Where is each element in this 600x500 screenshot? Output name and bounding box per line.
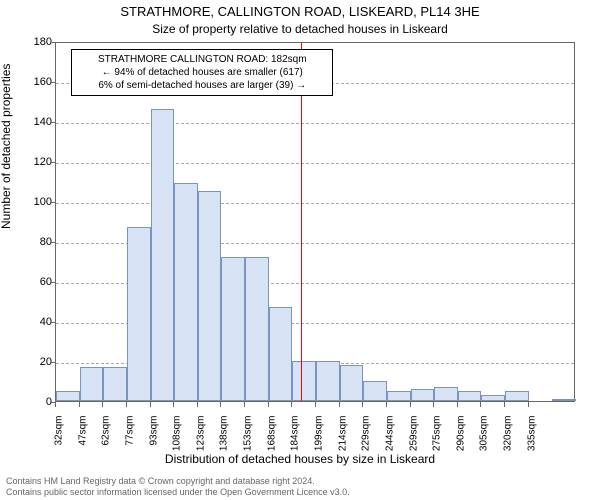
x-tick-label: 184sqm [290, 416, 301, 476]
x-tick-mark [339, 402, 340, 407]
y-tick-label: 80 [12, 236, 52, 248]
y-tick-label: 60 [12, 276, 52, 288]
histogram-bar [245, 257, 269, 401]
histogram-bar [505, 391, 529, 401]
x-tick-label: 108sqm [172, 416, 183, 476]
histogram-bar [80, 367, 104, 401]
chart-title-sub: Size of property relative to detached ho… [0, 22, 600, 36]
footer-line-1: Contains HM Land Registry data © Crown c… [6, 476, 350, 487]
x-tick-label: 275sqm [432, 416, 443, 476]
histogram-bar [481, 395, 505, 401]
marker-line [301, 43, 302, 401]
gridline-h [56, 163, 574, 164]
histogram-bar [458, 391, 482, 401]
histogram-bar [103, 367, 127, 401]
histogram-bar [552, 399, 576, 401]
histogram-bar [434, 387, 458, 401]
x-tick-label: 32sqm [54, 416, 65, 476]
x-tick-mark [79, 402, 80, 407]
x-tick-mark [386, 402, 387, 407]
y-tick-label: 180 [12, 36, 52, 48]
x-tick-mark [528, 402, 529, 407]
x-tick-mark [220, 402, 221, 407]
footer-line-2: Contains public sector information licen… [6, 487, 350, 498]
x-tick-label: 244sqm [384, 416, 395, 476]
histogram-bar [221, 257, 245, 401]
histogram-bar [411, 389, 435, 401]
y-tick-label: 120 [12, 156, 52, 168]
x-tick-mark [480, 402, 481, 407]
x-tick-mark [504, 402, 505, 407]
histogram-bar [151, 109, 175, 401]
gridline-h [56, 123, 574, 124]
x-tick-mark [268, 402, 269, 407]
histogram-bar [127, 227, 151, 401]
histogram-bar [316, 361, 340, 401]
x-tick-label: 138sqm [219, 416, 230, 476]
x-tick-mark [410, 402, 411, 407]
annotation-line-1: STRATHMORE CALLINGTON ROAD: 182sqm [78, 53, 326, 66]
x-tick-mark [150, 402, 151, 407]
x-tick-mark [457, 402, 458, 407]
x-tick-mark [362, 402, 363, 407]
histogram-bar [340, 365, 364, 401]
x-tick-label: 168sqm [266, 416, 277, 476]
x-tick-label: 229sqm [361, 416, 372, 476]
histogram-bar [292, 361, 316, 401]
histogram-bar [363, 381, 387, 401]
x-tick-label: 335sqm [526, 416, 537, 476]
y-tick-label: 20 [12, 356, 52, 368]
x-tick-mark [126, 402, 127, 407]
chart-container: STRATHMORE, CALLINGTON ROAD, LISKEARD, P… [0, 0, 600, 500]
x-tick-label: 62sqm [101, 416, 112, 476]
x-tick-label: 290sqm [455, 416, 466, 476]
histogram-bar [174, 183, 198, 401]
plot-area: STRATHMORE CALLINGTON ROAD: 182sqm ← 94%… [55, 42, 575, 402]
x-tick-label: 320sqm [503, 416, 514, 476]
x-tick-label: 93sqm [148, 416, 159, 476]
x-tick-mark [433, 402, 434, 407]
x-axis-label: Distribution of detached houses by size … [0, 452, 600, 466]
chart-title-main: STRATHMORE, CALLINGTON ROAD, LISKEARD, P… [0, 4, 600, 19]
histogram-bar [269, 307, 293, 401]
x-tick-mark [244, 402, 245, 407]
gridline-h [56, 203, 574, 204]
x-tick-mark [102, 402, 103, 407]
annotation-line-2: ← 94% of detached houses are smaller (61… [78, 66, 326, 79]
x-tick-mark [291, 402, 292, 407]
x-tick-label: 153sqm [243, 416, 254, 476]
y-tick-label: 40 [12, 316, 52, 328]
x-tick-mark [315, 402, 316, 407]
x-tick-label: 259sqm [408, 416, 419, 476]
x-tick-mark [55, 402, 56, 407]
histogram-bar [198, 191, 222, 401]
annotation-line-3: 6% of semi-detached houses are larger (3… [78, 79, 326, 92]
x-tick-label: 305sqm [479, 416, 490, 476]
histogram-bar [387, 391, 411, 401]
x-tick-label: 214sqm [337, 416, 348, 476]
histogram-bar [56, 391, 80, 401]
x-tick-mark [173, 402, 174, 407]
y-tick-label: 160 [12, 76, 52, 88]
x-tick-label: 123sqm [195, 416, 206, 476]
x-tick-mark [197, 402, 198, 407]
x-tick-label: 47sqm [77, 416, 88, 476]
y-tick-label: 0 [12, 396, 52, 408]
annotation-box: STRATHMORE CALLINGTON ROAD: 182sqm ← 94%… [71, 49, 333, 96]
x-tick-label: 77sqm [124, 416, 135, 476]
footer-attribution: Contains HM Land Registry data © Crown c… [6, 476, 350, 498]
y-tick-label: 100 [12, 196, 52, 208]
y-tick-label: 140 [12, 116, 52, 128]
x-tick-label: 199sqm [314, 416, 325, 476]
